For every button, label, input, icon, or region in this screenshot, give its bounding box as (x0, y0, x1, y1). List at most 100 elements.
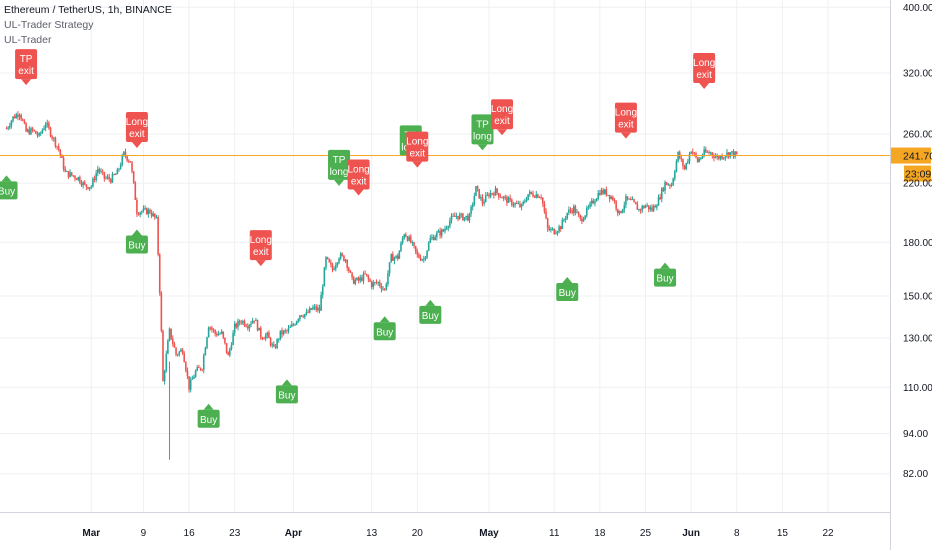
signal-label: Buy (559, 288, 576, 299)
candle-body (222, 331, 225, 338)
candle-body (597, 193, 600, 199)
candle-body (92, 178, 94, 187)
signal-label: Buy (656, 274, 673, 285)
candle-body (735, 151, 738, 155)
candle-body (703, 149, 705, 156)
candle-body (633, 199, 635, 203)
candle-body (669, 184, 671, 186)
candle-body (670, 185, 673, 186)
candle-body (189, 379, 192, 390)
candle-body (219, 333, 221, 335)
candle-body (154, 213, 156, 218)
candle-body (555, 233, 557, 235)
candle-body (553, 228, 555, 235)
candle-body (698, 158, 701, 162)
candle-body (643, 206, 645, 208)
candle-body (307, 311, 309, 313)
candle-body (299, 315, 301, 320)
candle-body (600, 189, 603, 195)
legend-strategy[interactable]: UL-Trader Strategy (4, 19, 94, 31)
signal-box-buy (197, 409, 220, 428)
candle-body (687, 161, 689, 164)
candle-body (339, 253, 342, 259)
candle-body (491, 193, 494, 194)
candle-body (155, 217, 158, 218)
candle-body (147, 209, 150, 215)
signal-label: Long (615, 108, 637, 119)
candle-body (724, 156, 727, 158)
candle-body (540, 197, 542, 199)
candle-body (119, 165, 122, 169)
candle-body (188, 376, 190, 390)
candle-body (346, 259, 348, 268)
candle-body (533, 196, 536, 198)
candle-body (678, 151, 681, 159)
candle-body (326, 257, 329, 259)
candle-body (590, 200, 593, 204)
candle-body (101, 171, 104, 173)
candle-body (334, 265, 337, 270)
candle-body (35, 131, 37, 134)
candle-body (217, 333, 220, 336)
candle-body (660, 188, 663, 199)
signal-label: Buy (376, 327, 393, 338)
candle-body (683, 166, 686, 169)
candle-body (67, 171, 70, 177)
candle-body (300, 315, 303, 317)
candle-body (232, 332, 234, 345)
candle-body (116, 169, 119, 175)
candle-body (206, 337, 208, 348)
candle-body (594, 201, 596, 204)
candle-body (183, 353, 185, 363)
candle-body (271, 344, 274, 346)
signal-box-buy (471, 114, 494, 145)
candle-body (328, 258, 331, 263)
candle-body (652, 205, 655, 211)
candle-body (22, 119, 24, 121)
candle-body (320, 295, 322, 311)
candle-body (512, 204, 515, 206)
candle-body (80, 182, 83, 186)
signal-arrow-buy (1, 175, 12, 182)
candle-body (127, 160, 130, 162)
candle-body (504, 196, 507, 198)
candle-body (462, 213, 464, 221)
legend-indicator[interactable]: UL-Trader (4, 34, 52, 46)
x-tick-label: Apr (285, 528, 302, 539)
candle-body (646, 205, 648, 207)
candle-body (105, 177, 107, 179)
candle-body (100, 171, 102, 173)
candle-body (362, 273, 365, 281)
candle-body (460, 213, 463, 215)
candle-body (623, 204, 626, 210)
candle-body (248, 324, 251, 329)
y-tick-label: 220.00 (903, 179, 932, 190)
signal-arrow-buy (281, 379, 292, 386)
candle-body (312, 307, 314, 310)
candle-body (662, 188, 665, 191)
signal-label: exit (253, 247, 269, 258)
candle-body (630, 198, 632, 200)
candle-body (595, 198, 598, 202)
candle-body (599, 193, 601, 195)
legend-symbol[interactable]: Ethereum / TetherUS, 1h, BINANCE (4, 4, 172, 16)
signal-box-buy (419, 305, 442, 324)
candle-body (150, 212, 153, 216)
candle-body (118, 168, 120, 170)
candle-body (313, 306, 316, 308)
candle-body (621, 209, 624, 213)
candle-body (592, 200, 595, 204)
candle-body (245, 325, 247, 327)
candle-body (507, 197, 510, 203)
candle-body (396, 255, 399, 259)
candle-body (582, 219, 585, 222)
candle-body (8, 125, 11, 128)
candle-body (499, 196, 502, 198)
candle-body (370, 281, 373, 287)
candle-body (209, 327, 212, 329)
candle-body (426, 250, 428, 258)
candle-body (636, 204, 639, 210)
candle-body (566, 212, 569, 219)
